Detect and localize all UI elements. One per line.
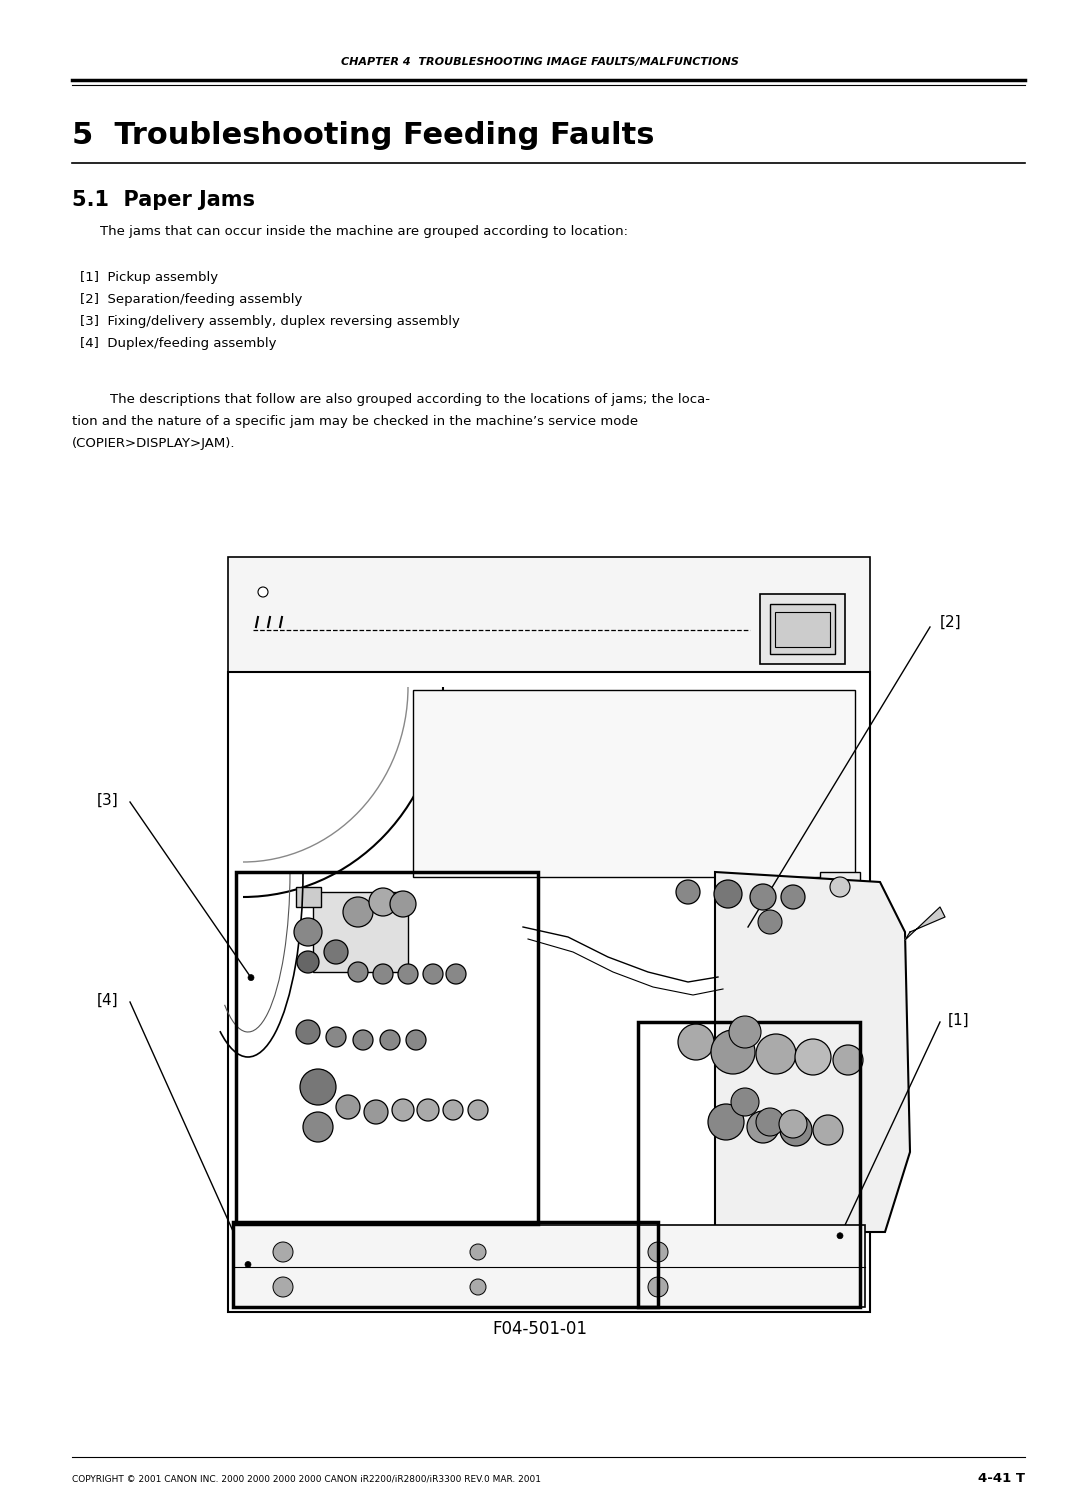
Circle shape — [300, 1069, 336, 1105]
Bar — [313, 892, 408, 972]
Text: tion and the nature of a specific jam may be checked in the machine’s service mo: tion and the nature of a specific jam ma… — [72, 416, 638, 428]
Circle shape — [648, 1278, 669, 1297]
Circle shape — [364, 1101, 388, 1123]
Circle shape — [273, 1278, 293, 1297]
Text: [3]: [3] — [96, 792, 118, 807]
Circle shape — [795, 1039, 831, 1075]
Bar — [760, 594, 845, 664]
Text: [4]: [4] — [96, 992, 118, 1007]
Circle shape — [470, 1279, 486, 1294]
Circle shape — [758, 910, 782, 934]
Circle shape — [833, 1045, 863, 1075]
Polygon shape — [905, 907, 945, 940]
Bar — [638, 1022, 860, 1306]
Text: CHAPTER 4  TROUBLESHOOTING IMAGE FAULTS/MALFUNCTIONS: CHAPTER 4 TROUBLESHOOTING IMAGE FAULTS/M… — [341, 57, 739, 67]
Circle shape — [399, 965, 418, 984]
Circle shape — [831, 877, 850, 897]
Circle shape — [343, 897, 373, 927]
Circle shape — [303, 1111, 333, 1142]
Circle shape — [294, 918, 322, 947]
Text: [2]: [2] — [940, 614, 961, 629]
Bar — [770, 603, 835, 655]
Circle shape — [380, 1030, 400, 1049]
Text: [2]  Separation/feeding assembly: [2] Separation/feeding assembly — [80, 293, 302, 307]
Circle shape — [729, 1016, 761, 1048]
Circle shape — [756, 1034, 796, 1074]
Circle shape — [468, 1101, 488, 1120]
Polygon shape — [715, 872, 910, 1232]
Circle shape — [446, 965, 465, 984]
Circle shape — [353, 1030, 373, 1049]
Circle shape — [369, 888, 397, 916]
Circle shape — [756, 1108, 784, 1136]
Bar — [233, 888, 658, 1225]
Circle shape — [273, 1241, 293, 1263]
Circle shape — [258, 587, 268, 597]
Text: [4]  Duplex/feeding assembly: [4] Duplex/feeding assembly — [80, 337, 276, 351]
Circle shape — [781, 885, 805, 909]
Circle shape — [373, 965, 393, 984]
Bar — [237, 872, 538, 1225]
Circle shape — [423, 965, 443, 984]
Circle shape — [443, 1101, 463, 1120]
Bar — [413, 689, 855, 877]
Bar — [633, 872, 862, 1225]
Circle shape — [348, 962, 368, 981]
Text: [3]  Fixing/delivery assembly, duplex reversing assembly: [3] Fixing/delivery assembly, duplex rev… — [80, 316, 460, 328]
Circle shape — [245, 1261, 251, 1267]
Circle shape — [406, 1030, 426, 1049]
Text: 5.1  Paper Jams: 5.1 Paper Jams — [72, 191, 255, 210]
Circle shape — [297, 951, 319, 974]
Circle shape — [392, 1099, 414, 1120]
Circle shape — [390, 891, 416, 916]
Circle shape — [731, 1089, 759, 1116]
Text: COPYRIGHT © 2001 CANON INC. 2000 2000 2000 2000 CANON iR2200/iR2800/iR3300 REV.0: COPYRIGHT © 2001 CANON INC. 2000 2000 20… — [72, 1474, 541, 1483]
Circle shape — [324, 940, 348, 965]
Circle shape — [747, 1111, 779, 1143]
Bar — [820, 872, 860, 903]
Text: 4-41 T: 4-41 T — [978, 1473, 1025, 1485]
Circle shape — [470, 1244, 486, 1259]
Bar — [775, 612, 831, 647]
Circle shape — [336, 1095, 360, 1119]
Circle shape — [837, 1232, 843, 1238]
Text: F04-501-01: F04-501-01 — [492, 1320, 588, 1338]
Circle shape — [648, 1241, 669, 1263]
Text: (COPIER>DISPLAY>JAM).: (COPIER>DISPLAY>JAM). — [72, 437, 235, 451]
Circle shape — [711, 1030, 755, 1074]
Text: The jams that can occur inside the machine are grouped according to location:: The jams that can occur inside the machi… — [100, 225, 627, 239]
Circle shape — [296, 1021, 320, 1043]
Circle shape — [714, 880, 742, 909]
Circle shape — [779, 1110, 807, 1139]
Text: 5  Troubleshooting Feeding Faults: 5 Troubleshooting Feeding Faults — [72, 121, 654, 150]
Circle shape — [417, 1099, 438, 1120]
Text: [1]  Pickup assembly: [1] Pickup assembly — [80, 272, 218, 284]
Text: The descriptions that follow are also grouped according to the locations of jams: The descriptions that follow are also gr… — [110, 393, 710, 407]
Circle shape — [780, 1114, 812, 1146]
Bar — [228, 556, 870, 671]
Circle shape — [750, 885, 777, 910]
Circle shape — [248, 975, 254, 981]
Circle shape — [676, 880, 700, 904]
Circle shape — [813, 1114, 843, 1145]
Text: [1]: [1] — [948, 1013, 970, 1028]
Bar — [233, 1222, 658, 1306]
Bar — [296, 888, 321, 907]
Circle shape — [678, 1024, 714, 1060]
Bar — [233, 1225, 865, 1306]
Bar — [228, 671, 870, 1312]
Circle shape — [708, 1104, 744, 1140]
Circle shape — [326, 1027, 346, 1046]
